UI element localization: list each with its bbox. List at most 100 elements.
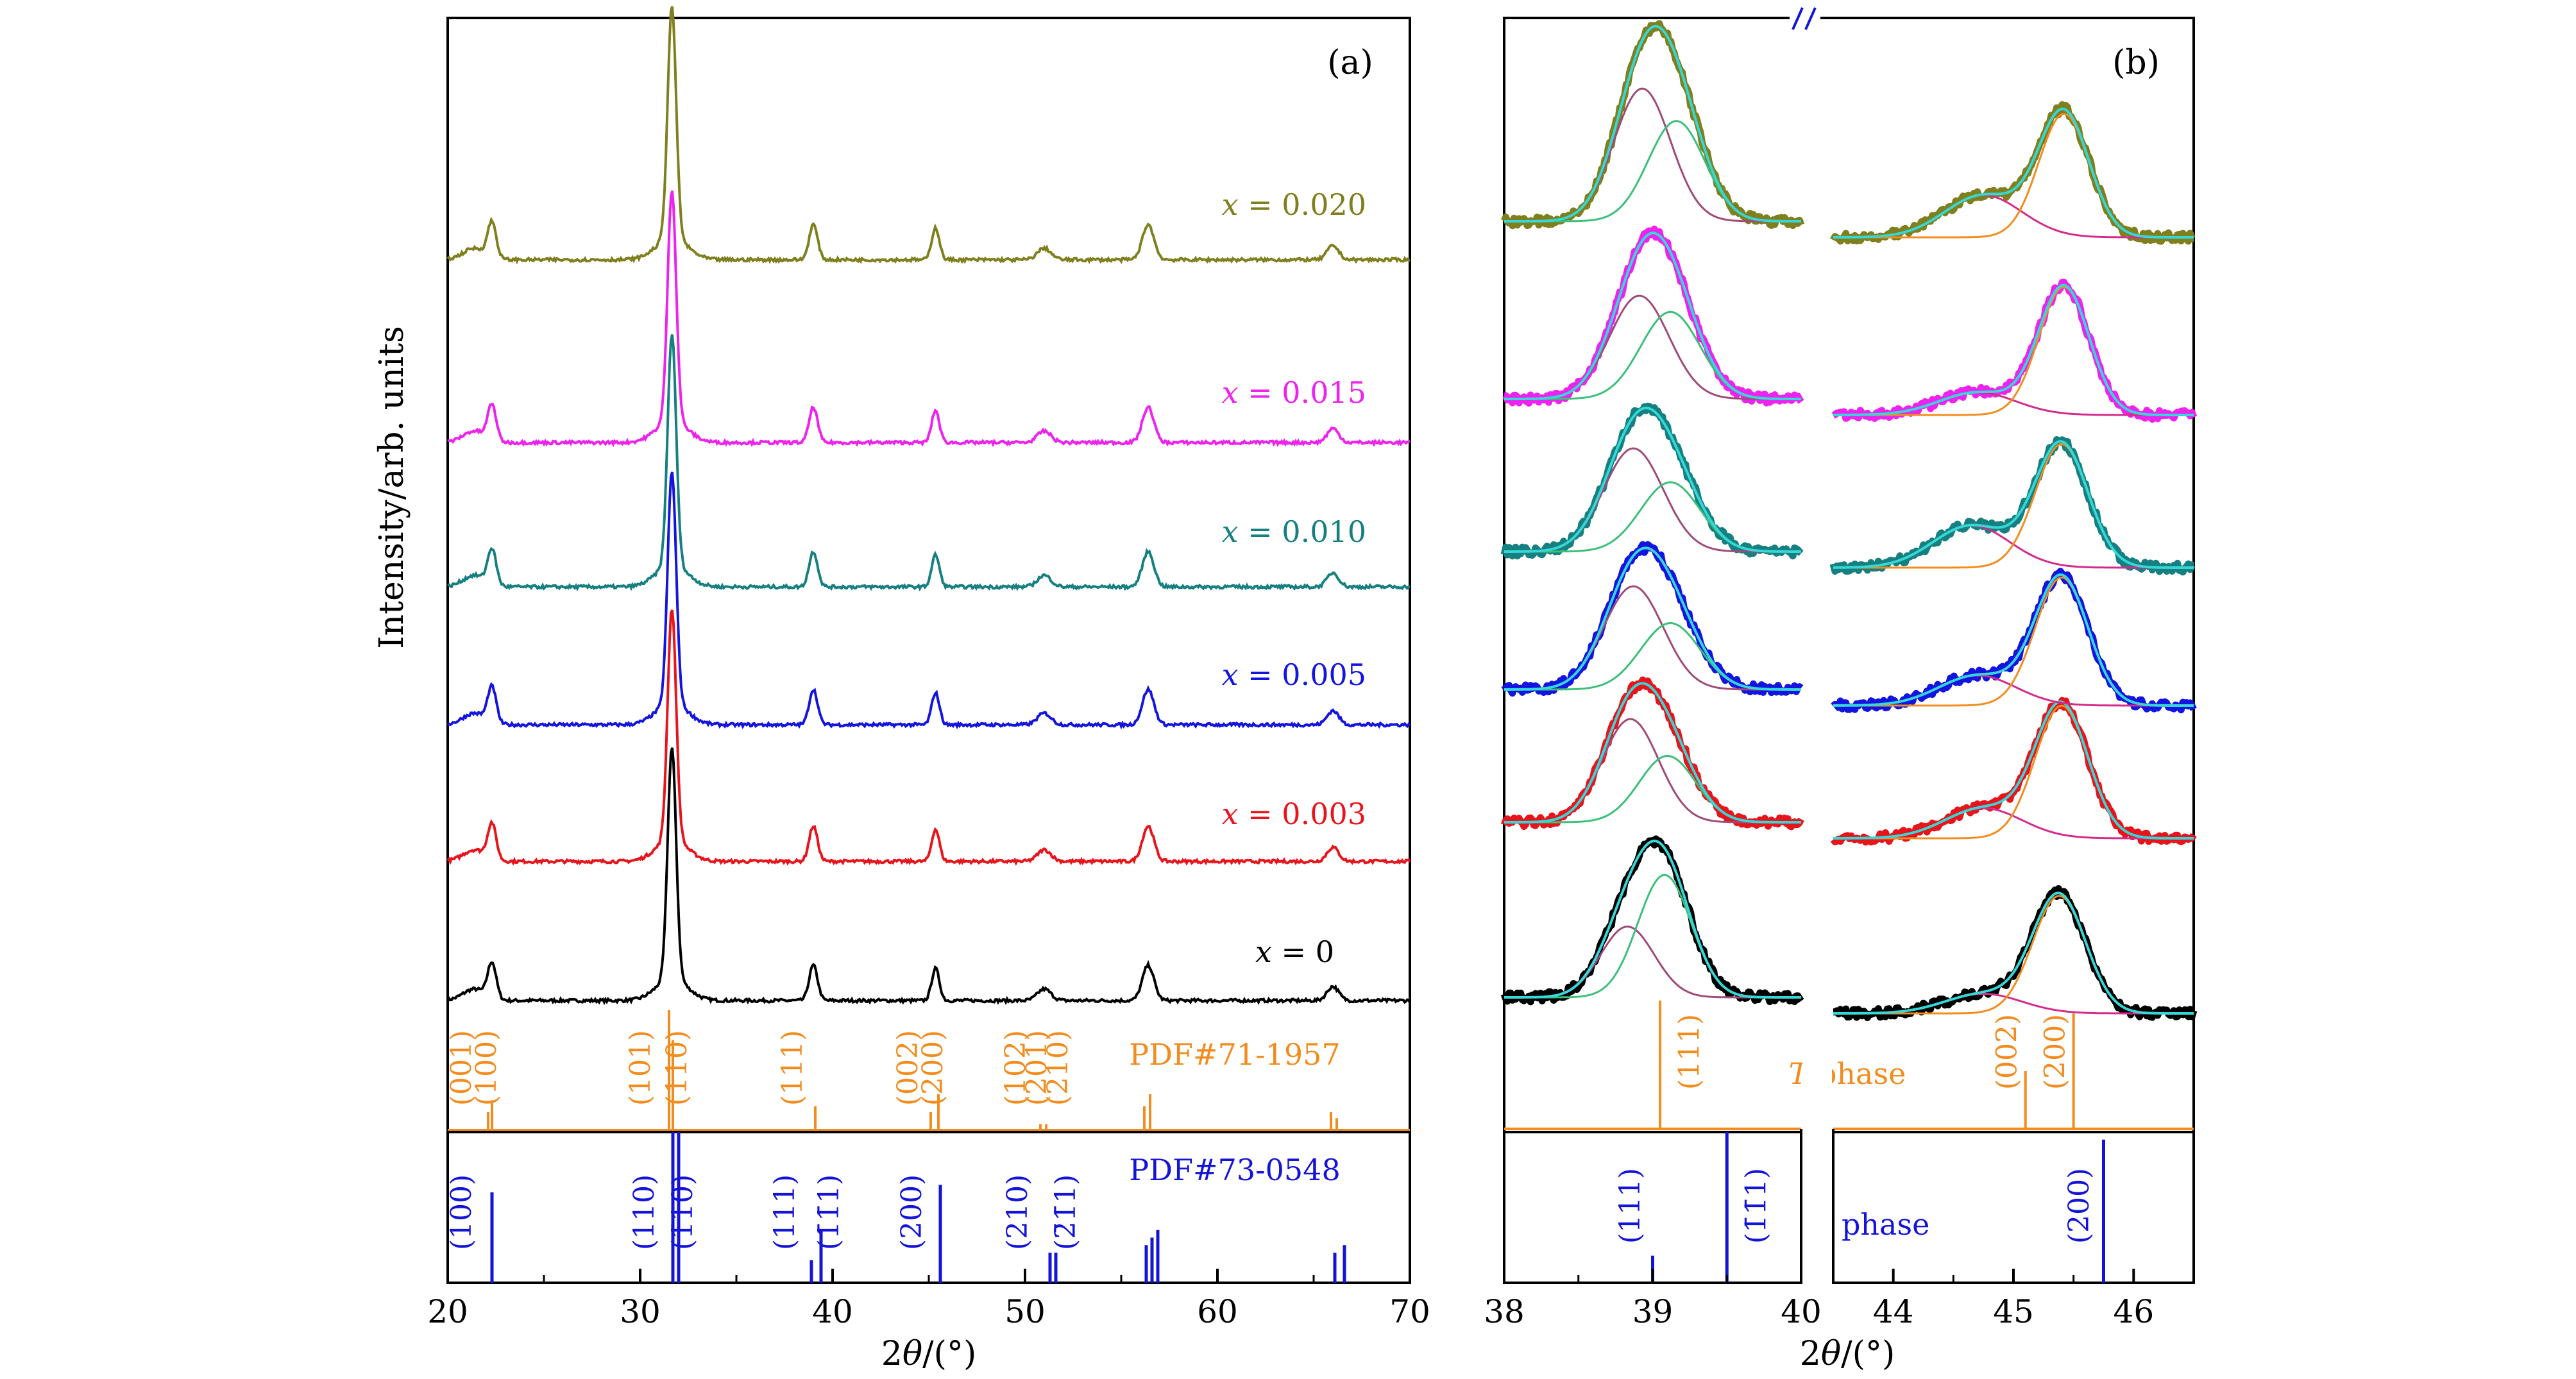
panel-b-curves bbox=[1500, 20, 2198, 1021]
b-x-tick-label-0-0: 38 bbox=[1484, 1293, 1525, 1330]
pdf-r-hkl-5: (200) bbox=[895, 1174, 928, 1250]
pdf-r-hkl-4: (1̄1̄1) bbox=[813, 1174, 845, 1250]
b-111-data-2 bbox=[1501, 541, 1804, 697]
panel-a-label: (a) bbox=[1327, 44, 1373, 82]
b-200-fit-t-0 bbox=[1833, 895, 2194, 1015]
b-111-fit-t-2 bbox=[1504, 622, 1801, 691]
b-pdf-t-hkl-1: (002) bbox=[1991, 1014, 2024, 1090]
pdf-73-0548-label: PDF#73-0548 bbox=[1129, 1153, 1340, 1187]
panel-a-x-axis-title: 2θ/(°) bbox=[881, 1335, 977, 1373]
pdf-t-hkl-6: (200) bbox=[917, 1030, 949, 1106]
x-tick-label-2: 40 bbox=[812, 1293, 853, 1330]
b-200-fit-total-5 bbox=[1833, 107, 2194, 239]
b-200-fit-t-1 bbox=[1833, 704, 2194, 840]
pdf-t-hkl-2: (101) bbox=[624, 1030, 657, 1106]
b-x-tick-label-1-0: 44 bbox=[1873, 1293, 1914, 1330]
x-tick-label-0: 20 bbox=[427, 1293, 468, 1330]
b-111-fit-total-1 bbox=[1504, 682, 1801, 824]
panel-b-x-axis-title-text: 2θ/(°) bbox=[1800, 1335, 1895, 1373]
b-pdf-r-hkl-0: (111) bbox=[1614, 1168, 1647, 1244]
b-111-data-5 bbox=[1500, 20, 1805, 230]
panel-a: (a) Intensity/arb. units 2θ/(°) x = 0 x =… bbox=[373, 6, 1430, 1373]
series-label-3: x = 0.010 bbox=[1222, 514, 1366, 549]
axis-break-mark bbox=[1790, 6, 1835, 1285]
b-111-fit-r-2 bbox=[1504, 585, 1801, 691]
b-200-data-1 bbox=[1830, 697, 2197, 846]
pattern-curve-2 bbox=[446, 471, 1411, 730]
b-200-fit-total-4 bbox=[1833, 283, 2194, 416]
b-111-fit-total-0 bbox=[1504, 840, 1801, 999]
pdf-t-hkl-9: (210) bbox=[1042, 1030, 1074, 1106]
axis-break-slash-2 bbox=[1804, 7, 1817, 30]
b-200-fit-t-5 bbox=[1833, 112, 2194, 239]
b-111-fit-total-3 bbox=[1504, 407, 1801, 553]
b-111-fit-r-0 bbox=[1504, 926, 1801, 999]
panel-a-series-labels: x = 0 x = 0.003 x = 0.005 x = 0.010 x = 0.01… bbox=[1222, 187, 1366, 969]
b-111-fit-total-5 bbox=[1504, 24, 1801, 223]
b-200-data-5 bbox=[1830, 101, 2196, 245]
b-x-tick-label-1-1: 45 bbox=[1993, 1293, 2034, 1330]
panel-a-curves bbox=[446, 6, 1411, 1006]
pdf-r-hkl-0: (100) bbox=[445, 1174, 478, 1250]
b-pdf-r-hkl-1: (1̄1̄1) bbox=[1740, 1168, 1773, 1244]
y-axis-label: Intensity/arb. units bbox=[373, 326, 411, 649]
axis-break-slash-1 bbox=[1792, 7, 1804, 30]
pdf-r-hkl-7: (2̄1̄1) bbox=[1049, 1174, 1082, 1250]
b-111-data-4 bbox=[1502, 225, 1804, 407]
panel-a-x-ticks: 20 30 40 50 60 70 bbox=[427, 1269, 1430, 1330]
b-111-fit-total-4 bbox=[1504, 232, 1801, 400]
x-tick-label-1: 30 bbox=[620, 1293, 661, 1330]
b-200-data-3 bbox=[1829, 436, 2196, 576]
series-label-2: x = 0.005 bbox=[1222, 657, 1366, 692]
b-111-data-3 bbox=[1500, 402, 1804, 560]
pdf-r-hkl-1: (110) bbox=[628, 1174, 661, 1250]
b-200-fit-t-4 bbox=[1833, 285, 2194, 416]
pdf-t-hkl-7: (102) bbox=[999, 1030, 1032, 1106]
b-x-tick-label-1-2: 46 bbox=[2114, 1293, 2155, 1330]
panel-b: (b) 2θ/(°) (111) (002) (200)T phase(111) (1… bbox=[1484, 6, 2198, 1373]
pattern-curve-5 bbox=[446, 6, 1411, 265]
b-pdf-t-hkl-0: (111) bbox=[1673, 1014, 1706, 1090]
pdf-r-hkl-2: (1̄10) bbox=[666, 1174, 699, 1250]
x-tick-label-5: 70 bbox=[1389, 1293, 1430, 1330]
b-111-fit-total-2 bbox=[1504, 546, 1801, 691]
panel-b-label: (b) bbox=[2112, 44, 2160, 82]
axis-break-gap-bottom bbox=[1802, 1039, 1832, 1285]
series-label-0: x = 0 bbox=[1255, 935, 1334, 969]
pattern-curve-3 bbox=[447, 334, 1411, 592]
b-200-fit-total-2 bbox=[1833, 573, 2194, 707]
pdf-t-hkl-0: (001) bbox=[445, 1030, 478, 1106]
panel-a-x-axis-title-text: 2θ/(°) bbox=[881, 1335, 977, 1373]
b-200-fit-total-3 bbox=[1833, 439, 2194, 569]
panel-b-references: (111)(002)(200)T phase(111)(1̄1̄1)(200)R… bbox=[1504, 1001, 2194, 1283]
pdf-t-hkl-1: (100) bbox=[470, 1030, 503, 1106]
b-111-fit-t-4 bbox=[1504, 310, 1801, 400]
pdf-t-hkl-3: (110) bbox=[661, 1030, 693, 1106]
pdf-t-hkl-4: (111) bbox=[776, 1030, 809, 1106]
b-111-data-1 bbox=[1500, 676, 1804, 831]
b-x-tick-label-0-1: 39 bbox=[1632, 1293, 1674, 1330]
b-200-fit-t-3 bbox=[1833, 443, 2194, 569]
pdf-r-hkl-3: (111) bbox=[768, 1174, 801, 1250]
panel-b-x-axis-title: 2θ/(°) bbox=[1800, 1335, 1895, 1373]
b-111-fit-t-0 bbox=[1504, 874, 1801, 999]
series-label-5: x = 0.020 bbox=[1222, 187, 1366, 222]
pattern-curve-1 bbox=[446, 609, 1411, 866]
b-200-data-2 bbox=[1831, 568, 2197, 714]
panel-a-reference-r: PDF#73-0548 (100) (110) (1̄10) (111) (1̄1̄1)… bbox=[445, 1131, 1410, 1283]
x-tick-label-4: 60 bbox=[1197, 1293, 1238, 1330]
b-111-fit-r-4 bbox=[1504, 294, 1801, 400]
series-label-4: x = 0.015 bbox=[1222, 375, 1366, 410]
b-111-fit-t-5 bbox=[1504, 120, 1801, 223]
pattern-curve-4 bbox=[447, 190, 1411, 448]
panel-a-reference-t: PDF#71-1957 (001)(100) (101) (110) (111) (00… bbox=[445, 1010, 1410, 1131]
pattern-curve-0 bbox=[446, 747, 1411, 1006]
b-111-data-0 bbox=[1500, 835, 1804, 1006]
pdf-t-hkl-8: (201) bbox=[1021, 1030, 1053, 1106]
b-111-fit-r-3 bbox=[1504, 447, 1801, 553]
panel-b-frame bbox=[1503, 17, 2195, 1284]
b-200-fit-total-0 bbox=[1833, 892, 2194, 1015]
panel-b-x-ticks: 38 39 40 44 45 46 bbox=[1484, 1269, 2154, 1330]
b-200-fit-total-1 bbox=[1833, 700, 2194, 840]
